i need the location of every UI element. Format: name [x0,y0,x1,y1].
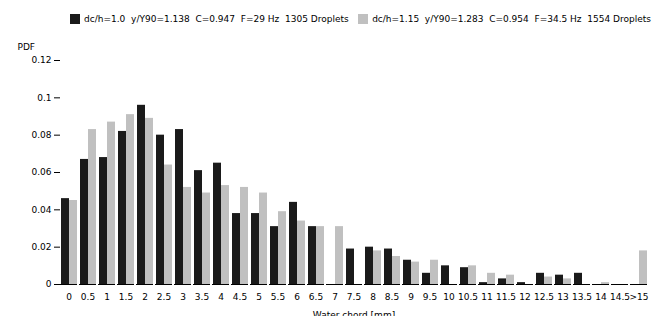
svg-text:11: 11 [481,291,492,301]
svg-text:0.12: 0.12 [31,55,51,65]
svg-text:>15: >15 [630,291,649,301]
svg-text:8: 8 [370,291,376,301]
svg-text:11.5: 11.5 [496,291,516,301]
svg-text:13: 13 [557,291,568,301]
svg-text:0: 0 [66,291,72,301]
svg-text:7.5: 7.5 [347,291,361,301]
svg-text:13.5: 13.5 [572,291,592,301]
svg-text:3.5: 3.5 [195,291,209,301]
svg-text:14.5: 14.5 [610,291,630,301]
svg-text:2.5: 2.5 [157,291,171,301]
svg-text:14: 14 [595,291,607,301]
svg-text:0.08: 0.08 [31,130,51,140]
html-text:dc/h=1.15 y/Y90=1.283 C=0.954: dc/h=1.15 y/Y90=1.283 C=0.954 F=34.5 Hz … [372,13,651,24]
svg-text:0.06: 0.06 [31,167,51,177]
svg-text:12.5: 12.5 [534,291,554,301]
svg-text:9.5: 9.5 [423,291,437,301]
svg-text:2: 2 [142,291,148,301]
svg-text:12: 12 [519,291,530,301]
svg-text:6: 6 [294,291,300,301]
svg-text:1: 1 [104,291,110,301]
svg-text:9: 9 [408,291,414,301]
svg-text:8.5: 8.5 [385,291,399,301]
svg-text:6.5: 6.5 [309,291,323,301]
svg-text:10: 10 [443,291,455,301]
html-text:dc/h=1.0 y/Y90=1.138 C=0.947 F: dc/h=1.0 y/Y90=1.138 C=0.947 F=29 Hz 130… [84,13,349,24]
svg-text:0.5: 0.5 [81,291,95,301]
svg-text:Water chord [mm]: Water chord [mm] [313,309,395,316]
svg-text:3: 3 [180,291,186,301]
svg-text:0: 0 [46,279,52,289]
svg-text:7: 7 [332,291,338,301]
svg-text:5: 5 [256,291,262,301]
svg-text:0.04: 0.04 [31,204,51,214]
svg-text:4: 4 [218,291,224,301]
svg-text:0.02: 0.02 [31,242,51,252]
svg-text:PDF: PDF [18,41,36,51]
svg-text:1.5: 1.5 [119,291,133,301]
svg-text:4.5: 4.5 [233,291,247,301]
svg-text:10.5: 10.5 [458,291,478,301]
svg-text:0.1: 0.1 [37,92,51,102]
svg-text:5.5: 5.5 [271,291,285,301]
